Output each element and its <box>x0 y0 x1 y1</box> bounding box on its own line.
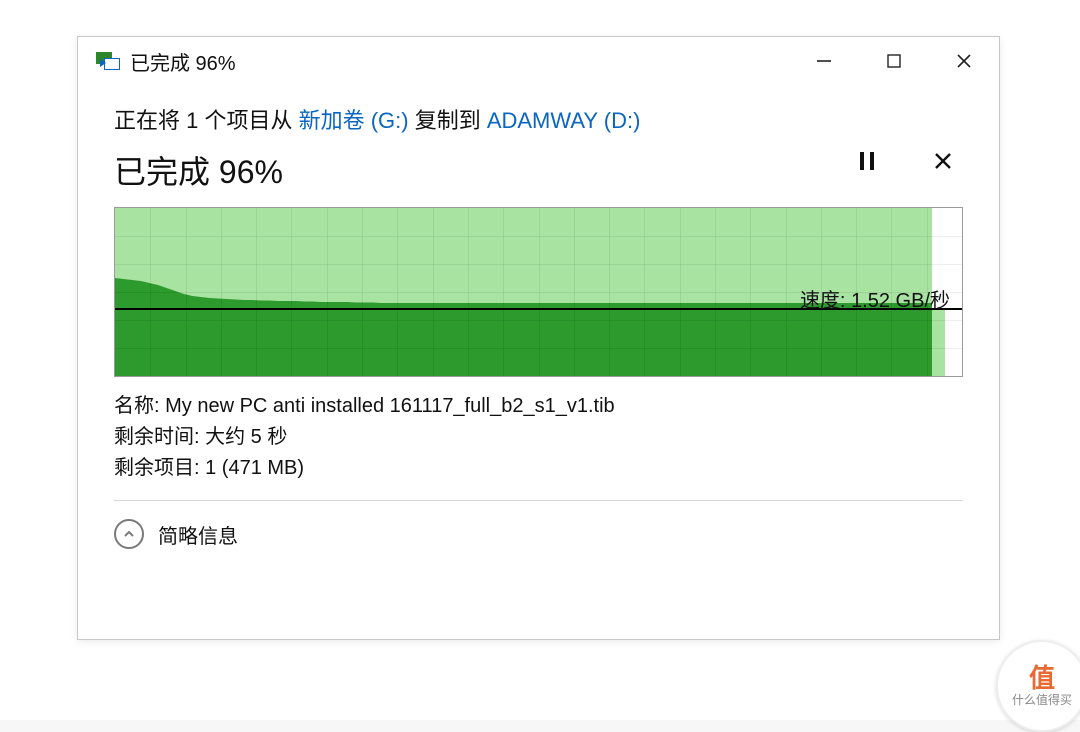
copy-middle: 复制到 <box>409 108 487 133</box>
dialog-body: 正在将 1 个项目从 新加卷 (G:) 复制到 ADAMWAY (D:) 已完成… <box>78 85 999 569</box>
toggle-label: 简略信息 <box>158 520 238 549</box>
progress-controls <box>853 147 957 175</box>
items-label: 剩余项目: <box>114 457 205 479</box>
maximize-button[interactable] <box>859 37 929 85</box>
speed-chart: 速度: 1.52 GB/秒 <box>114 207 963 377</box>
chevron-up-icon <box>114 519 144 549</box>
page-background: 已完成 96% 正在将 1 个项目从 新加卷 (G:) 复制到 ADAMWAY … <box>0 0 1080 720</box>
copy-summary-line: 正在将 1 个项目从 新加卷 (G:) 复制到 ADAMWAY (D:) <box>114 103 963 135</box>
minimize-button[interactable] <box>789 37 859 85</box>
divider <box>114 500 963 501</box>
close-button[interactable] <box>929 37 999 85</box>
source-link[interactable]: 新加卷 (G:) <box>299 108 409 133</box>
details-toggle[interactable]: 简略信息 <box>114 519 963 559</box>
items-value: 1 (471 MB) <box>205 457 304 479</box>
watermark-char: 值 <box>1029 665 1055 691</box>
progress-heading: 已完成 96% <box>114 147 963 193</box>
titlebar: 已完成 96% <box>78 37 999 85</box>
speed-value: 1.52 GB/秒 <box>851 290 950 312</box>
name-value: My new PC anti installed 161117_full_b2_… <box>165 395 615 417</box>
window-title: 已完成 96% <box>130 47 236 76</box>
dest-link[interactable]: ADAMWAY (D:) <box>487 108 641 133</box>
time-value: 大约 5 秒 <box>205 426 287 448</box>
speed-label-prefix: 速度: <box>800 290 851 312</box>
details-block: 名称: My new PC anti installed 161117_full… <box>114 391 963 484</box>
detail-name-row: 名称: My new PC anti installed 161117_full… <box>114 391 963 422</box>
detail-time-row: 剩余时间: 大约 5 秒 <box>114 422 963 453</box>
copy-icon <box>96 52 120 70</box>
progress-text: 已完成 96% <box>114 154 283 190</box>
watermark-badge: 值 什么值得买 <box>996 640 1080 732</box>
watermark-text: 什么值得买 <box>1012 691 1072 708</box>
name-label: 名称: <box>114 395 165 417</box>
pause-button[interactable] <box>853 147 881 175</box>
copy-prefix: 正在将 1 个项目从 <box>114 108 299 133</box>
time-label: 剩余时间: <box>114 426 205 448</box>
cancel-button[interactable] <box>929 147 957 175</box>
detail-items-row: 剩余项目: 1 (471 MB) <box>114 453 963 484</box>
copy-dialog-window: 已完成 96% 正在将 1 个项目从 新加卷 (G:) 复制到 ADAMWAY … <box>77 36 1000 640</box>
